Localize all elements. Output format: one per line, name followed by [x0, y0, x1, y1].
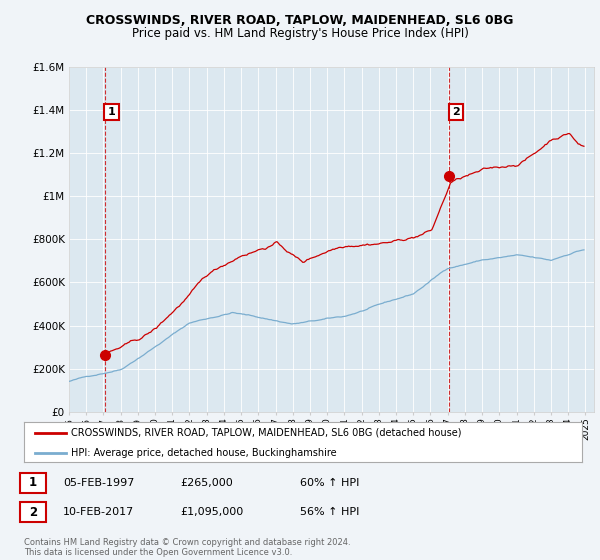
Text: Price paid vs. HM Land Registry's House Price Index (HPI): Price paid vs. HM Land Registry's House …	[131, 27, 469, 40]
Text: 2: 2	[29, 506, 37, 519]
Text: £265,000: £265,000	[180, 478, 233, 488]
Text: CROSSWINDS, RIVER ROAD, TAPLOW, MAIDENHEAD, SL6 0BG: CROSSWINDS, RIVER ROAD, TAPLOW, MAIDENHE…	[86, 14, 514, 27]
Text: 2: 2	[452, 107, 460, 117]
Text: 1: 1	[108, 107, 116, 117]
Text: 10-FEB-2017: 10-FEB-2017	[63, 507, 134, 517]
Text: CROSSWINDS, RIVER ROAD, TAPLOW, MAIDENHEAD, SL6 0BG (detached house): CROSSWINDS, RIVER ROAD, TAPLOW, MAIDENHE…	[71, 428, 462, 438]
Text: 56% ↑ HPI: 56% ↑ HPI	[300, 507, 359, 517]
Text: HPI: Average price, detached house, Buckinghamshire: HPI: Average price, detached house, Buck…	[71, 448, 337, 458]
Text: £1,095,000: £1,095,000	[180, 507, 243, 517]
Text: 1: 1	[29, 476, 37, 489]
Text: 60% ↑ HPI: 60% ↑ HPI	[300, 478, 359, 488]
Text: 05-FEB-1997: 05-FEB-1997	[63, 478, 134, 488]
Text: Contains HM Land Registry data © Crown copyright and database right 2024.
This d: Contains HM Land Registry data © Crown c…	[24, 538, 350, 557]
